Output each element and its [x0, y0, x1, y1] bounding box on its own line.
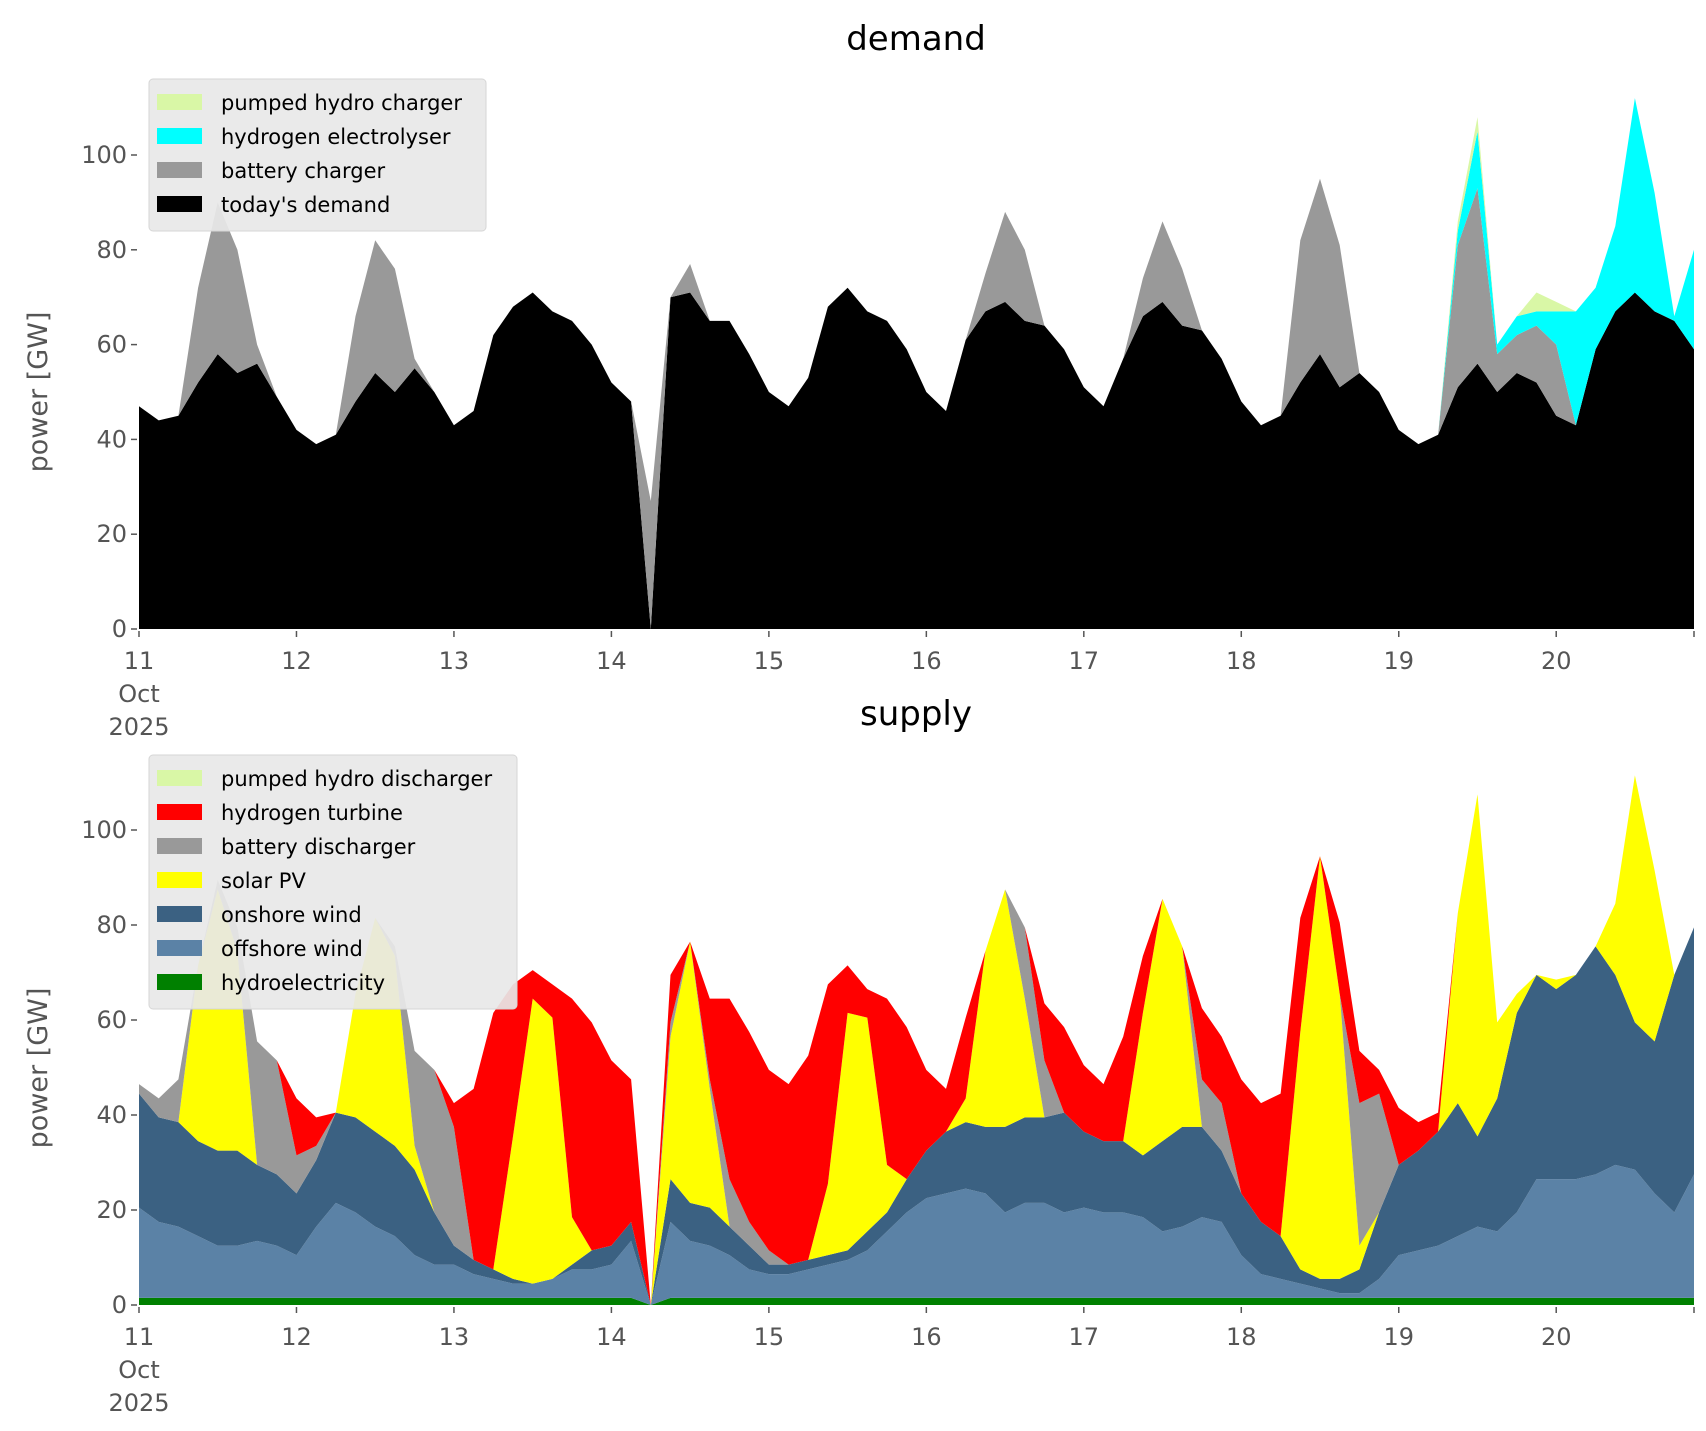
demand-y-tick-label: 0 — [112, 615, 127, 643]
supply-y-tick-label: 80 — [96, 911, 127, 939]
demand-legend-box — [148, 78, 487, 232]
demand-x-tick-label: 17 — [1069, 647, 1100, 675]
supply-area-solar-pv — [139, 775, 1694, 1305]
supply-x-tick-label: 14 — [596, 1323, 627, 1351]
supply-legend-label: pumped hydro discharger — [221, 767, 492, 791]
demand-x-tick-label: 20 — [1541, 647, 1572, 675]
supply-area-hydrogen-turbine — [139, 775, 1694, 1305]
supply-x-tick-label: 19 — [1383, 1323, 1414, 1351]
demand-x-tick-label: Oct — [118, 680, 160, 708]
supply-area-offshore-wind — [139, 1164, 1694, 1305]
demand-area-battery-charger — [139, 178, 1694, 629]
demand-legend-label: battery charger — [221, 159, 386, 183]
supply-y-axis-label: power [GW] — [23, 988, 54, 1149]
supply-legend-box — [148, 754, 518, 1010]
supply-legend-label: offshore wind — [221, 937, 363, 961]
demand-x-tick-label: 13 — [439, 647, 470, 675]
supply-legend-label: hydroelectricity — [221, 971, 385, 995]
supply-x-tick-label: 11 — [124, 1323, 155, 1351]
demand-x-tick-label: 16 — [911, 647, 942, 675]
demand-y-tick-label: 20 — [96, 520, 127, 548]
demand-legend-swatch — [157, 128, 202, 144]
demand-title: demand — [846, 19, 986, 59]
demand-x-tick-label: 15 — [754, 647, 785, 675]
demand-y-tick-label: 40 — [96, 425, 127, 453]
supply-legend-swatch — [157, 974, 202, 990]
supply-y-tick-label: 40 — [96, 1101, 127, 1129]
supply-legend-swatch — [157, 940, 202, 956]
demand-x-tick-label: 19 — [1383, 647, 1414, 675]
demand-y-tick-label: 80 — [96, 236, 127, 264]
demand-x-tick-label: 18 — [1226, 647, 1257, 675]
supply-x-tick-label: 15 — [754, 1323, 785, 1351]
supply-legend-label: onshore wind — [221, 903, 362, 927]
supply-x-tick-label: 13 — [439, 1323, 470, 1351]
demand-legend-label: hydrogen electrolyser — [221, 125, 451, 149]
supply-x-tick-label: 2025 — [108, 1389, 169, 1417]
supply-x-tick-label: 12 — [281, 1323, 312, 1351]
demand-legend-label: pumped hydro charger — [221, 91, 462, 115]
demand-legend-swatch — [157, 94, 202, 110]
supply-legend-swatch — [157, 838, 202, 854]
supply-legend: pumped hydro discharger hydrogen turbine b… — [148, 754, 518, 1010]
supply-x-tick-label: 16 — [911, 1323, 942, 1351]
supply-title: supply — [860, 694, 972, 734]
demand-y-tick-label: 60 — [96, 331, 127, 359]
demand-legend-label: today's demand — [221, 193, 390, 217]
demand-x-tick-label: 11 — [124, 647, 155, 675]
demand-legend: pumped hydro charger hydrogen electrolyse… — [148, 78, 487, 232]
supply-x-tick-label: 20 — [1541, 1323, 1572, 1351]
supply-y-tick-label: 20 — [96, 1196, 127, 1224]
supply-legend-swatch — [157, 804, 202, 820]
demand-panel: demand power [GW] 0 20 40 60 80 100 11 Oct 2025 1… — [23, 19, 1695, 741]
demand-y-tick-label: 100 — [81, 141, 127, 169]
supply-legend-swatch — [157, 906, 202, 922]
supply-x-tick-label: Oct — [118, 1356, 160, 1384]
supply-panel: supply power [GW] 0 20 40 60 80 100 11 Oct 2025 1… — [23, 694, 1695, 1417]
supply-y-tick-label: 100 — [81, 816, 127, 844]
demand-x-tick-label: 14 — [596, 647, 627, 675]
supply-legend-swatch — [157, 872, 202, 888]
demand-y-axis-label: power [GW] — [23, 312, 54, 473]
supply-legend-label: battery discharger — [221, 835, 416, 859]
supply-y-tick-label: 0 — [112, 1291, 127, 1319]
supply-y-tick-label: 60 — [96, 1006, 127, 1034]
supply-x-tick-label: 17 — [1069, 1323, 1100, 1351]
supply-legend-label: solar PV — [221, 869, 306, 893]
supply-legend-swatch — [157, 770, 202, 786]
demand-legend-swatch — [157, 196, 202, 212]
supply-x-tick-label: 18 — [1226, 1323, 1257, 1351]
supply-legend-label: hydrogen turbine — [221, 801, 403, 825]
demand-x-tick-label: 12 — [281, 647, 312, 675]
demand-legend-swatch — [157, 162, 202, 178]
demand-area-today-s-demand — [139, 287, 1694, 629]
demand-x-tick-label: 2025 — [108, 713, 169, 741]
supply-area-hydroelectricity — [139, 1297, 1694, 1305]
